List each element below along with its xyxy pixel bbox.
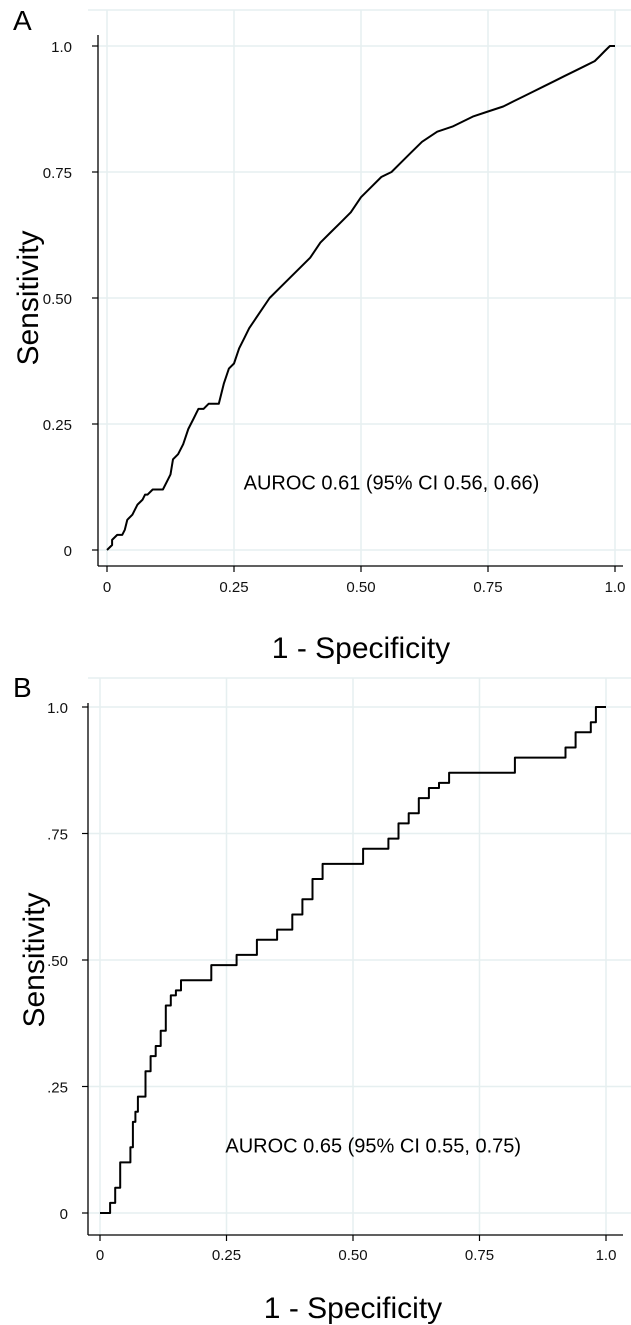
y-tick-label: 0.75 (43, 165, 72, 182)
x-tick-label: 0.75 (473, 579, 502, 596)
y-tick-label: 1.0 (51, 39, 72, 56)
y-tick-label: .50 (47, 953, 68, 970)
y-tick-label: 0.50 (43, 291, 72, 308)
panel-label: A (13, 5, 32, 36)
x-tick-label: 0.50 (338, 1247, 367, 1264)
x-tick-label: 1.0 (596, 1247, 617, 1264)
roc-curve (100, 706, 606, 1214)
y-tick-label: 0 (60, 1206, 68, 1223)
panel-label: B (13, 672, 32, 703)
auroc-annotation: AUROC 0.61 (95% CI 0.56, 0.66) (244, 473, 540, 495)
x-tick-label: 0.25 (219, 579, 248, 596)
x-tick-label: 0.50 (346, 579, 375, 596)
x-tick-label: 1.0 (605, 579, 626, 596)
y-axis-title: Sensitivity (12, 230, 45, 365)
roc-curve (106, 45, 615, 551)
y-tick-label: .25 (47, 1080, 68, 1097)
x-axis-title: 1 - Specificity (272, 632, 450, 665)
x-tick-label: 0.25 (212, 1247, 241, 1264)
y-tick-label: 1.0 (47, 700, 68, 717)
x-tick-label: 0 (96, 1247, 104, 1264)
y-tick-label: .75 (47, 827, 68, 844)
auroc-annotation: AUROC 0.65 (95% CI 0.55, 0.75) (225, 1135, 521, 1157)
roc-panel-a: 0 0.25 0.50 0.75 1.0 0 0.25 0.50 0.75 1.0 1 - Spec… (12, 5, 631, 665)
y-tick-label: 0.25 (43, 417, 72, 434)
y-axis-title: Sensitivity (18, 892, 51, 1027)
y-tick-label: 0 (64, 543, 72, 560)
x-tick-label: 0 (103, 579, 111, 596)
roc-panel-b: 0 0.25 0.50 0.75 1.00.25.50.751.01 - Specifi… (13, 672, 631, 1325)
x-axis-title: 1 - Specificity (264, 1292, 442, 1325)
x-tick-label: 0.75 (465, 1247, 494, 1264)
